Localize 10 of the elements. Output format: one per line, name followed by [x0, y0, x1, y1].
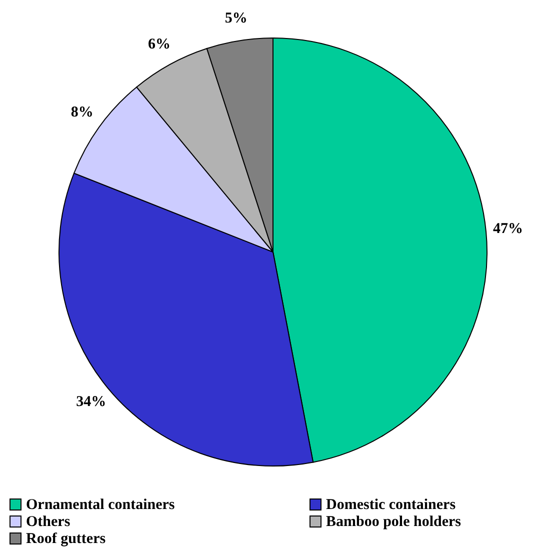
data-label: 6% — [148, 36, 171, 53]
legend-label: Others — [26, 514, 70, 530]
data-label: 5% — [224, 10, 248, 26]
data-label: 34% — [76, 394, 106, 410]
data-label: 8% — [70, 104, 94, 121]
legend-label: Domestic containers — [326, 497, 456, 513]
legend-label: Ornamental containers — [26, 497, 175, 513]
data-label: 47% — [492, 221, 523, 238]
legend-label: Roof gutters — [26, 531, 106, 547]
legend-label: Bamboo pole holders — [326, 514, 462, 530]
